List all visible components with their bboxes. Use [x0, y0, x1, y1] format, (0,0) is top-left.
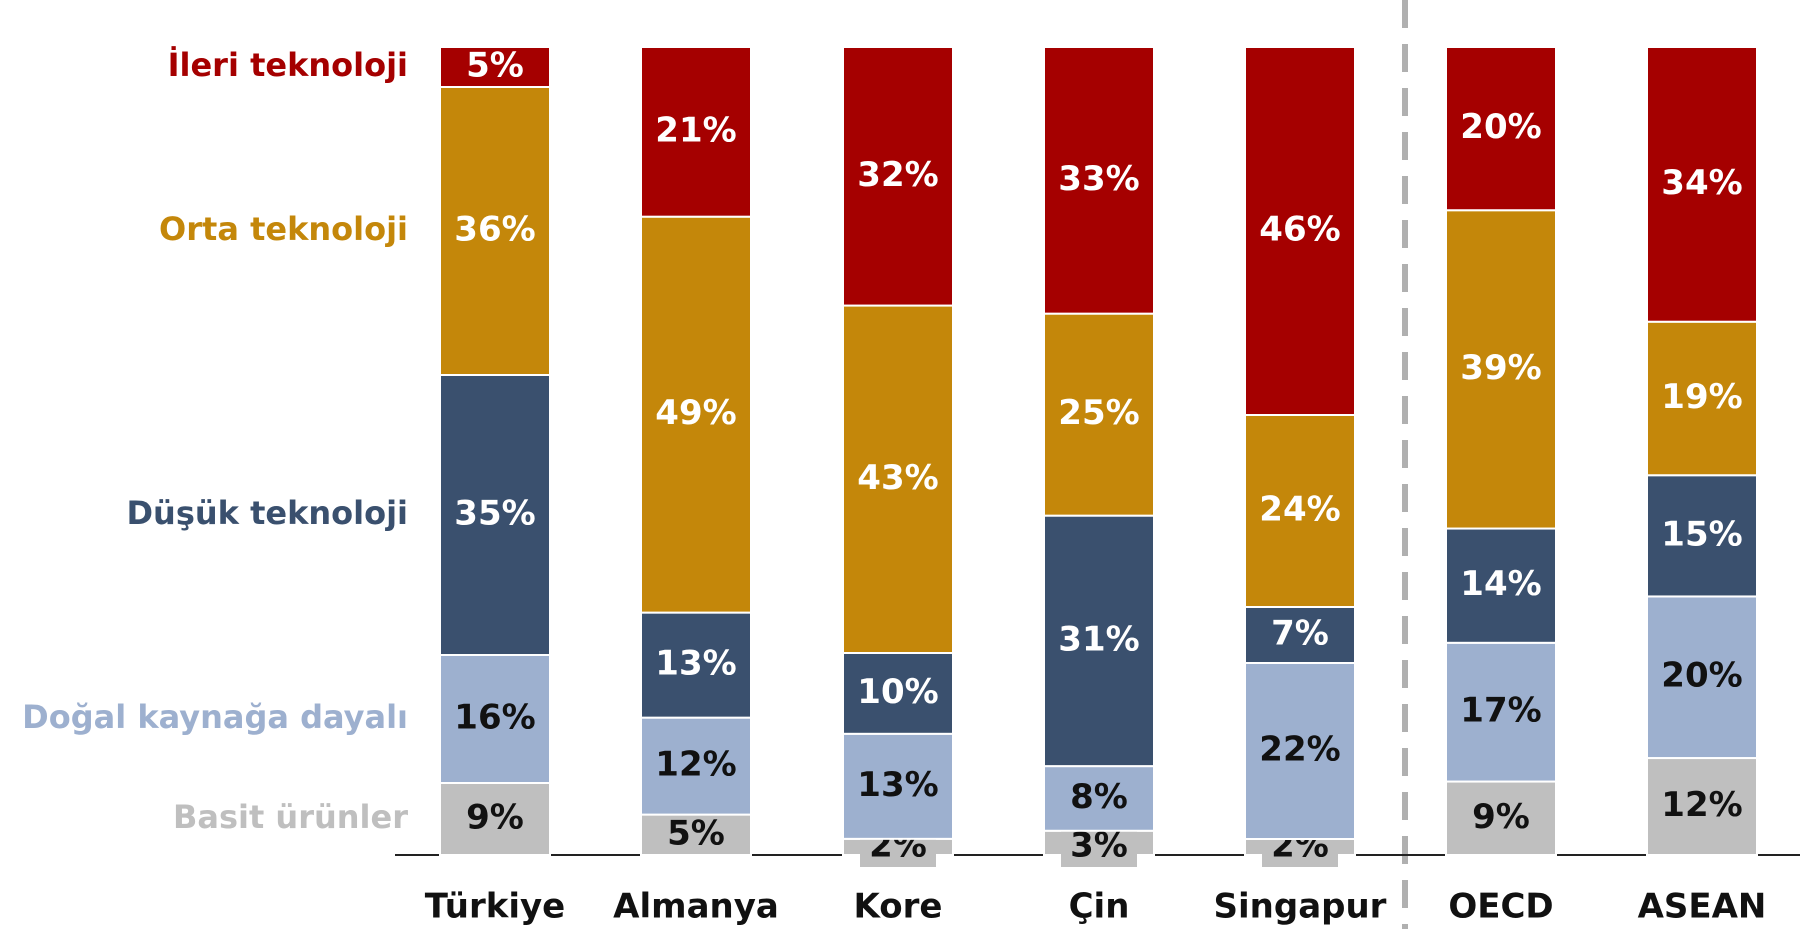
value-label: 43% — [857, 458, 938, 498]
value-label: 20% — [1661, 656, 1742, 696]
value-label: 12% — [1661, 785, 1742, 825]
legend-label: Basit ürünler — [173, 798, 408, 836]
value-label: 25% — [1058, 393, 1139, 433]
bar-segment — [1043, 312, 1155, 517]
bar-segment — [1445, 527, 1557, 644]
value-label: 8% — [1070, 777, 1128, 817]
value-label: 15% — [1661, 514, 1742, 554]
value-label: 14% — [1460, 564, 1541, 604]
x-tick-label: Almanya — [613, 887, 779, 927]
value-label: 13% — [655, 644, 736, 684]
bar-segment — [640, 215, 752, 614]
value-label: 12% — [655, 745, 736, 785]
value-label: 16% — [454, 698, 535, 738]
value-label: 9% — [466, 798, 524, 838]
value-label: 35% — [454, 494, 535, 534]
value-label: 19% — [1661, 377, 1742, 417]
bar-segment — [1646, 595, 1758, 760]
value-label: 33% — [1058, 159, 1139, 199]
bar-segment — [439, 782, 551, 856]
value-label: 34% — [1661, 163, 1742, 203]
value-label: 49% — [655, 393, 736, 433]
bar-segment — [1244, 662, 1356, 840]
bar-segment — [439, 46, 551, 88]
bar-segment — [640, 716, 752, 816]
value-label: 21% — [655, 110, 736, 150]
bar-segment — [1043, 46, 1155, 315]
bar-segment — [640, 46, 752, 218]
bar-segment — [1043, 514, 1155, 768]
value-label: 36% — [454, 210, 535, 250]
bar-segment — [1646, 757, 1758, 856]
bar-segment — [842, 46, 954, 307]
value-label: 13% — [857, 765, 938, 805]
value-label: 10% — [857, 672, 938, 712]
bar-segment — [640, 813, 752, 856]
bar-segment — [1244, 414, 1356, 608]
bar-segment — [640, 611, 752, 719]
bar-segment — [439, 86, 551, 376]
bar-segment — [1043, 765, 1155, 832]
value-label: 7% — [1271, 614, 1329, 654]
x-tick-label: Türkiye — [425, 887, 565, 927]
legend-label: Orta teknoloji — [159, 210, 408, 248]
value-label: 22% — [1259, 730, 1340, 770]
bar-segment — [439, 374, 551, 656]
value-label: 32% — [857, 155, 938, 195]
bar-segment — [1445, 46, 1557, 212]
value-label: 39% — [1460, 348, 1541, 388]
legend-label: Doğal kaynağa dayalı — [22, 698, 408, 736]
x-tick-label: ASEAN — [1638, 887, 1767, 927]
bar-segment — [842, 652, 954, 735]
label-bg — [1061, 827, 1137, 867]
bar-segment — [1646, 46, 1758, 323]
bar-segment — [842, 732, 954, 840]
bar-segment — [842, 304, 954, 654]
x-tick-label: Singapur — [1214, 887, 1387, 927]
bar-segment — [1445, 780, 1557, 857]
x-tick-label: Çin — [1069, 887, 1130, 927]
x-tick-label: OECD — [1448, 887, 1553, 927]
value-label: 17% — [1460, 691, 1541, 731]
value-label: 5% — [667, 813, 725, 853]
x-tick-label: Kore — [854, 887, 943, 927]
value-label: 46% — [1259, 210, 1340, 250]
value-label: 20% — [1460, 107, 1541, 147]
value-label: 5% — [466, 46, 524, 86]
bar-segment — [1244, 606, 1356, 664]
value-label: 31% — [1058, 619, 1139, 659]
value-label: 24% — [1259, 490, 1340, 530]
bar-segment — [1646, 320, 1758, 477]
bar-segment — [1445, 209, 1557, 530]
bar-segment — [1244, 46, 1356, 416]
value-label: 9% — [1472, 797, 1530, 837]
value-label: 3% — [1070, 826, 1128, 866]
legend-label: İleri teknoloji — [168, 46, 408, 84]
legend-label: Düşük teknoloji — [126, 494, 408, 532]
